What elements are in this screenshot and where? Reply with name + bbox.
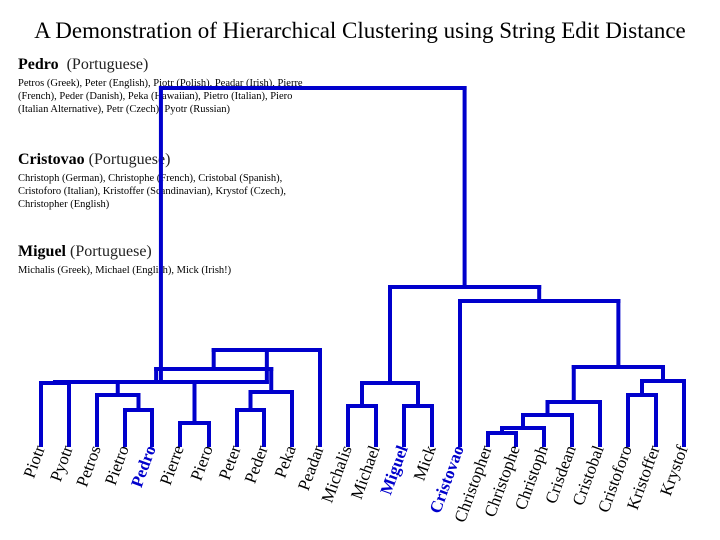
group-pedro-variants: Petros (Greek), Peter (English), Piotr (… xyxy=(18,78,303,115)
group-pedro-heading: Pedro (Portuguese) xyxy=(18,55,303,75)
group-pedro-name: Pedro xyxy=(18,56,59,73)
dendrogram-links xyxy=(39,86,686,447)
group-cristovao-variants: Christoph (German), Christophe (French),… xyxy=(18,173,287,210)
leaf-label: Petros xyxy=(72,443,104,489)
group-cristovao-language: (Portuguese) xyxy=(88,151,171,168)
leaf-label: Pyotr xyxy=(46,443,77,484)
leaf-label: Peter xyxy=(215,443,245,483)
leaf-label: Peka xyxy=(271,442,300,480)
leaf-label: Piero xyxy=(187,443,217,483)
dendrogram-leaf-labels: PiotrPyotrPetrosPietroPedroPierrePieroPe… xyxy=(20,442,692,524)
group-cristovao: Cristovao (Portuguese) Christoph (German… xyxy=(18,150,303,211)
group-pedro-language: (Portuguese) xyxy=(66,56,149,73)
leaf-label: Pierre xyxy=(156,443,188,488)
leaf-label: Piotr xyxy=(20,443,49,481)
group-cristovao-name: Cristovao xyxy=(18,151,85,168)
group-miguel-variants: Michalis (Greek), Michael (English), Mic… xyxy=(18,265,232,276)
group-cristovao-heading: Cristovao (Portuguese) xyxy=(18,150,303,170)
group-miguel-language: (Portuguese) xyxy=(70,243,152,260)
group-miguel: Miguel (Portuguese) Michalis (Greek), Mi… xyxy=(18,242,303,277)
leaf-label: Peder xyxy=(241,443,272,486)
leaf-label: Mick xyxy=(410,442,440,483)
group-miguel-name: Miguel xyxy=(18,243,66,260)
page-title: A Demonstration of Hierarchical Clusteri… xyxy=(34,18,686,43)
group-miguel-heading: Miguel (Portuguese) xyxy=(18,242,303,262)
group-pedro: Pedro (Portuguese) Petros (Greek), Peter… xyxy=(18,55,303,116)
